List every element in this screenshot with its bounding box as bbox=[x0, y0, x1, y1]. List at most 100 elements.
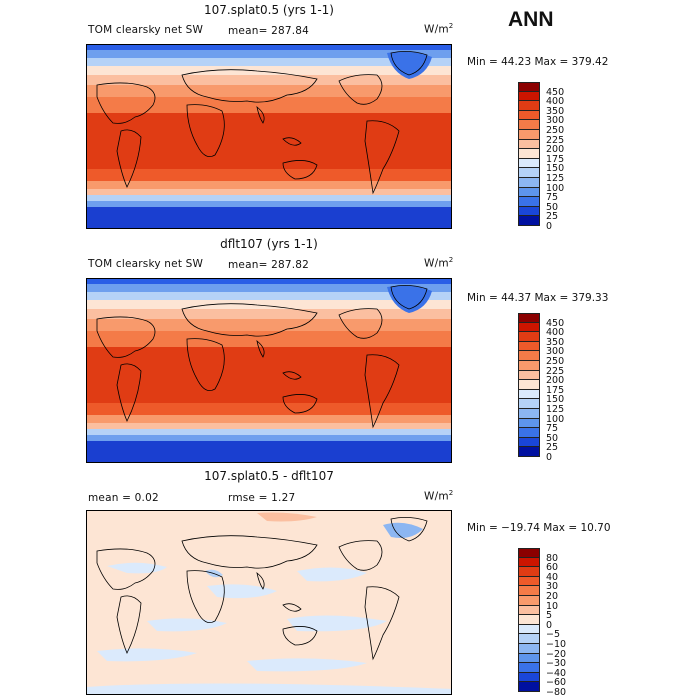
colorbar-box bbox=[518, 548, 540, 558]
colorbar-box bbox=[518, 197, 540, 207]
colorbar-box bbox=[518, 101, 540, 111]
colorbar-box bbox=[518, 634, 540, 644]
colorbar-box bbox=[518, 370, 540, 381]
colorbar-box bbox=[518, 341, 540, 352]
colorbar-box bbox=[518, 644, 540, 654]
colorbar-box bbox=[518, 110, 540, 121]
colorbar-label: −40 bbox=[546, 667, 567, 679]
colorbar-box bbox=[518, 418, 540, 429]
colorbar-label: −60 bbox=[546, 677, 567, 689]
colorbar-box bbox=[518, 663, 540, 673]
season-label: ANN bbox=[508, 8, 554, 31]
colorbar-label: 200 bbox=[546, 144, 565, 156]
colorbar-label: 225 bbox=[546, 365, 565, 377]
panel-3-mean: mean = 0.02 bbox=[88, 492, 159, 504]
colorbar-box bbox=[518, 216, 540, 226]
colorbar-label: 300 bbox=[546, 346, 565, 358]
colorbar-box bbox=[518, 437, 540, 448]
colorbar-box bbox=[518, 139, 540, 150]
colorbar-box bbox=[518, 380, 540, 390]
colorbar-box bbox=[518, 168, 540, 178]
coastlines bbox=[96, 285, 428, 429]
panel-1-mean: mean= 287.84 bbox=[228, 25, 310, 37]
panel-3-minmax: Min = −19.74 Max = 10.70 bbox=[467, 522, 611, 534]
colorbar-box bbox=[518, 399, 540, 409]
colorbar-label: 75 bbox=[546, 192, 559, 204]
colorbar-box bbox=[518, 158, 540, 169]
colorbar-box bbox=[518, 322, 540, 333]
colorbar-box bbox=[518, 596, 540, 606]
colorbar-box bbox=[518, 82, 540, 92]
colorbar-label: 10 bbox=[546, 600, 559, 612]
panel-2-variable: TOM clearsky net SW bbox=[88, 258, 204, 270]
colorbar-label: −5 bbox=[546, 629, 561, 641]
colorbar-box bbox=[518, 187, 540, 198]
colorbar-label: 25 bbox=[546, 211, 559, 223]
colorbar-label: 250 bbox=[546, 356, 565, 367]
panel-3-title: 107.splat0.5 - dflt107 bbox=[204, 469, 334, 483]
colorbar-label: −10 bbox=[546, 639, 567, 650]
colorbar-label: 50 bbox=[546, 432, 559, 444]
colorbar-label: 100 bbox=[546, 413, 565, 425]
colorbar-label: 400 bbox=[546, 327, 565, 339]
panel-1-title: 107.splat0.5 (yrs 1-1) bbox=[204, 3, 334, 17]
colorbar-label: 150 bbox=[546, 394, 565, 406]
colorbar-label: 450 bbox=[546, 86, 565, 98]
colorbar-label: 450 bbox=[546, 317, 565, 329]
colorbar-label: 40 bbox=[546, 571, 559, 583]
colorbar-label: −20 bbox=[546, 648, 567, 660]
colorbar-box bbox=[518, 672, 540, 683]
coastlines bbox=[96, 517, 428, 661]
panel-3-map bbox=[86, 510, 452, 695]
colorbar-label: 150 bbox=[546, 163, 565, 175]
colorbar-label: 80 bbox=[546, 552, 559, 564]
colorbar-box bbox=[518, 682, 540, 692]
panel-3-rmse: rmse = 1.27 bbox=[228, 492, 296, 504]
colorbar-box bbox=[518, 206, 540, 217]
colorbar-box bbox=[518, 149, 540, 159]
panel-3-units: W/m2 bbox=[424, 489, 454, 503]
colorbar-label: 60 bbox=[546, 562, 559, 574]
panel-1-minmax: Min = 44.23 Max = 379.42 bbox=[467, 56, 609, 68]
colorbar-box bbox=[518, 428, 540, 438]
panel-2-title: dflt107 (yrs 1-1) bbox=[220, 237, 318, 251]
colorbar-label: −80 bbox=[546, 687, 567, 698]
colorbar-box bbox=[518, 389, 540, 400]
colorbar-box bbox=[518, 120, 540, 130]
colorbar-label: 225 bbox=[546, 134, 565, 146]
colorbar-label: 5 bbox=[546, 610, 553, 622]
colorbar-label: 25 bbox=[546, 442, 559, 454]
colorbar-box bbox=[518, 130, 540, 140]
colorbar-label: 75 bbox=[546, 423, 559, 435]
colorbar-label: 125 bbox=[546, 173, 565, 184]
colorbar-label: 0 bbox=[546, 452, 553, 463]
panel-1-variable: TOM clearsky net SW bbox=[88, 24, 204, 36]
colorbar-box bbox=[518, 615, 540, 625]
panel-1-units: W/m2 bbox=[424, 22, 454, 36]
colorbar-box bbox=[518, 409, 540, 419]
colorbar-label: 400 bbox=[546, 96, 565, 108]
colorbar-box bbox=[518, 361, 540, 371]
colorbar-label: 20 bbox=[546, 591, 559, 602]
colorbar-label: 250 bbox=[546, 125, 565, 136]
colorbar-box bbox=[518, 351, 540, 361]
colorbar-label: 125 bbox=[546, 404, 565, 415]
colorbar-box bbox=[518, 653, 540, 664]
colorbar-label: 30 bbox=[546, 581, 559, 593]
panel-2-units: W/m2 bbox=[424, 256, 454, 270]
panel-2-mean: mean= 287.82 bbox=[228, 259, 310, 271]
colorbar-label: 175 bbox=[546, 384, 565, 396]
colorbar-label: 300 bbox=[546, 115, 565, 127]
panel-2-map bbox=[86, 278, 452, 463]
colorbar-box bbox=[518, 605, 540, 616]
colorbar-label: 100 bbox=[546, 182, 565, 194]
colorbar-box bbox=[518, 557, 540, 568]
colorbar-label: 200 bbox=[546, 375, 565, 387]
panel-2-minmax: Min = 44.37 Max = 379.33 bbox=[467, 292, 609, 304]
colorbar-label: −30 bbox=[546, 658, 567, 670]
colorbar-box bbox=[518, 576, 540, 587]
coastlines bbox=[96, 51, 428, 195]
colorbar-label: 0 bbox=[546, 619, 553, 631]
colorbar-box bbox=[518, 447, 540, 457]
colorbar-box bbox=[518, 178, 540, 188]
